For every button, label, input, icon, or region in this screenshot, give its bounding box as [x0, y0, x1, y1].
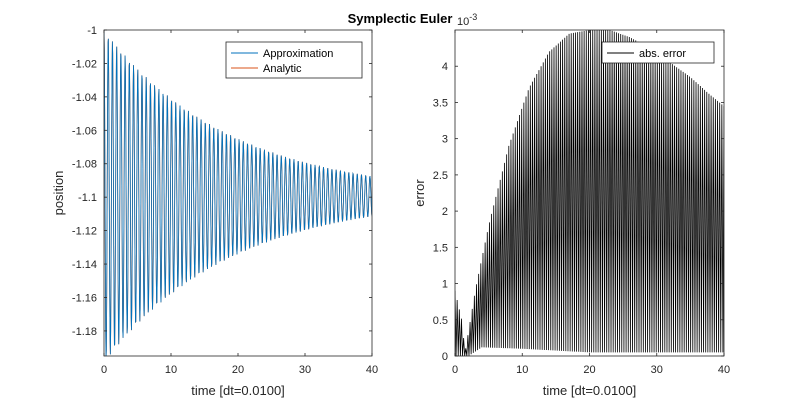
x-axis-label: time [dt=0.0100] — [543, 383, 637, 398]
x-tick-label: 20 — [232, 364, 244, 376]
y-tick-label: 0.5 — [433, 315, 448, 327]
x-tick-label: 10 — [516, 364, 528, 376]
y-tick-label: -1.18 — [72, 326, 97, 338]
x-axis-label: time [dt=0.0100] — [191, 383, 285, 398]
data-layer — [455, 30, 724, 356]
y-tick-label: 1.5 — [433, 242, 448, 254]
series-line — [104, 30, 372, 356]
legend-box — [225, 41, 363, 79]
y-tick-label: 1 — [442, 279, 448, 291]
x-tick-label: 10 — [165, 364, 177, 376]
x-tick-label: 0 — [452, 364, 458, 376]
data-layer — [104, 30, 372, 356]
x-tick-label: 40 — [718, 364, 730, 376]
y-tick-label: 3.5 — [433, 97, 448, 109]
y-tick-label: -1.1 — [78, 192, 97, 204]
y-tick-label: 2.5 — [433, 170, 448, 182]
y-tick-label: -1.08 — [72, 159, 97, 171]
x-tick-label: 20 — [583, 364, 595, 376]
series-line — [455, 30, 724, 356]
y-tick-label: 2 — [442, 206, 448, 218]
y-tick-label: -1.12 — [72, 226, 97, 238]
y-tick-label: 0 — [442, 351, 448, 363]
y-exponent-label: 10-3 — [457, 12, 477, 28]
x-tick-label: 0 — [101, 364, 107, 376]
y-axis-label: error — [412, 179, 427, 207]
y-tick-label: -1.16 — [72, 292, 97, 304]
figure-title: Symplectic Euler — [348, 11, 453, 26]
legend-entry: Analytic — [263, 63, 302, 75]
x-tick-label: 40 — [366, 364, 378, 376]
error-plot: 0 10 20 30 40 0 0.5 1 1.5 2 2.5 3 3.5 4 time [dt=0.010… — [412, 12, 730, 398]
y-tick-label: -1.04 — [72, 92, 97, 104]
y-tick-label: -1.02 — [72, 58, 97, 70]
legend-entry: abs. error — [639, 48, 686, 60]
position-plot: 0 10 20 30 40 -1 -1.02 -1.04 -1.06 -1.08 -1.1 -1.12… — [51, 25, 378, 398]
y-tick-label: -1.14 — [72, 259, 97, 271]
y-tick-label: -1 — [87, 25, 97, 37]
y-tick-label: -1.06 — [72, 125, 97, 137]
legend-entry: Approximation — [263, 48, 333, 60]
y-tick-label: 3 — [442, 134, 448, 146]
y-axis-label: position — [51, 171, 66, 216]
y-tick-label: 4 — [442, 61, 448, 73]
x-tick-label: 30 — [299, 364, 311, 376]
x-tick-label: 30 — [651, 364, 663, 376]
legend-box — [601, 41, 715, 64]
